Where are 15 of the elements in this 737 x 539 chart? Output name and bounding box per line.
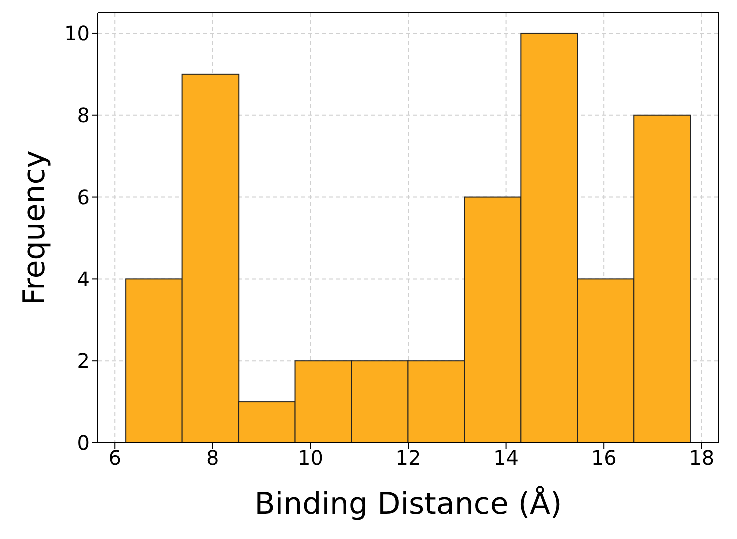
x-tick-label: 12 bbox=[396, 446, 422, 470]
y-tick-label: 10 bbox=[64, 22, 90, 46]
x-tick-label: 6 bbox=[108, 446, 122, 470]
y-tick-label: 8 bbox=[77, 103, 90, 128]
y-axis-title: Frequency bbox=[18, 150, 53, 306]
y-tick-label: 2 bbox=[77, 349, 90, 374]
x-tick-label: 14 bbox=[494, 446, 520, 470]
x-tick-label: 8 bbox=[206, 446, 220, 470]
y-tick-label: 4 bbox=[77, 267, 90, 292]
x-tick-label: 18 bbox=[689, 446, 715, 470]
x-tick-label: 16 bbox=[591, 446, 617, 470]
x-tick-label: 10 bbox=[298, 446, 324, 470]
y-tick-label: 0 bbox=[77, 431, 90, 456]
x-axis-title: Binding Distance (Å) bbox=[254, 486, 562, 522]
y-tick-label: 6 bbox=[77, 185, 90, 210]
